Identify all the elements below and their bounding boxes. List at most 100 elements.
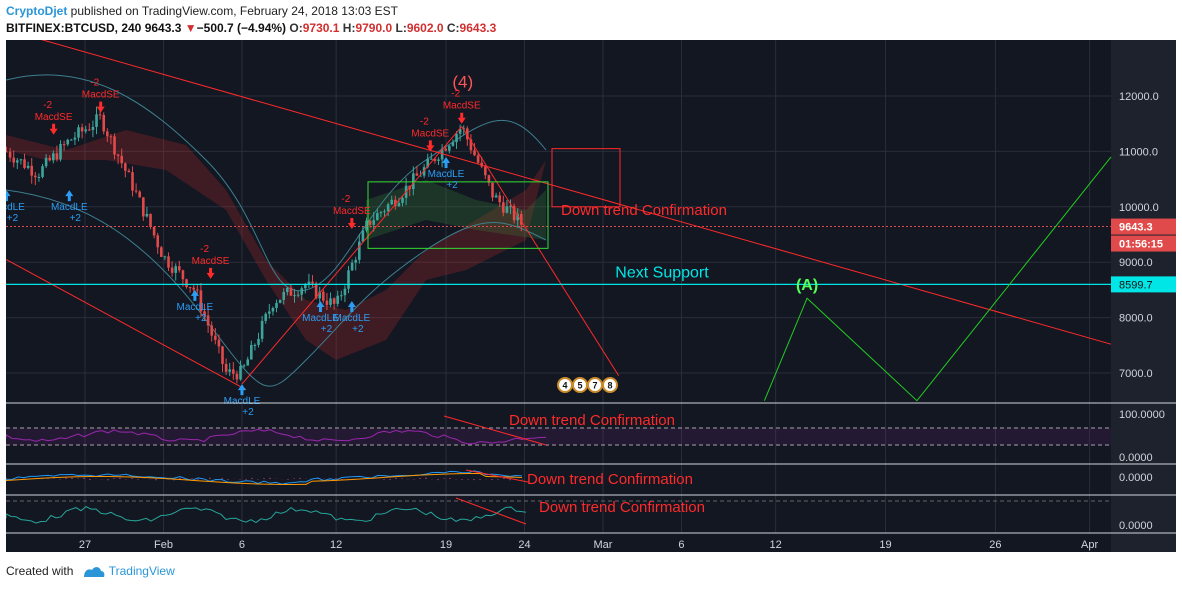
candle-body — [343, 288, 347, 296]
stoch-line — [6, 506, 527, 524]
y-tick-label: 12000.0 — [1119, 91, 1159, 103]
low-label: L: — [395, 21, 407, 35]
candle-body — [437, 159, 440, 161]
candle-body — [275, 302, 278, 308]
projection-path — [763, 156, 1112, 402]
candle-body — [149, 213, 152, 227]
candle-body — [8, 151, 12, 158]
signal-sub-label: +2 — [195, 313, 207, 324]
signal-sub-label: -2 — [451, 89, 460, 100]
short-signal-arrow-icon — [426, 140, 435, 152]
signal-label: MacdSE — [35, 112, 73, 123]
wave-line — [241, 126, 463, 385]
x-tick-label: Feb — [154, 539, 173, 551]
signal-sub-label: +2 — [352, 324, 364, 335]
candle-body — [296, 294, 300, 296]
signal-sub-label: +2 — [242, 407, 254, 418]
countdown-badge-label: 01:56:15 — [1119, 239, 1163, 251]
candle-body — [358, 241, 361, 260]
y-tick-label: 11000.0 — [1119, 146, 1158, 158]
candle-body — [138, 191, 142, 198]
candle-body — [26, 165, 30, 168]
price-chart[interactable]: Next Support (A) (4) Down trend Confirmatio… — [6, 40, 1176, 552]
event-badge-label: 7 — [592, 381, 597, 391]
candle-body — [70, 139, 73, 141]
candle-body — [199, 290, 203, 312]
candle-body — [59, 144, 62, 160]
macd-trend-line — [465, 469, 529, 483]
last-price: 9643.3 — [144, 21, 182, 35]
candle-body — [520, 214, 523, 225]
event-badge-label: 4 — [562, 381, 567, 391]
candle-body — [84, 129, 88, 132]
candle-body — [448, 145, 451, 151]
candle-body — [397, 202, 401, 207]
candle-body — [152, 226, 156, 236]
support-badge-label: 8599.7 — [1119, 279, 1153, 291]
x-tick-label: 6 — [678, 539, 684, 551]
signal-label: MacdLE — [177, 302, 214, 313]
down-trend-label-macd: Down trend Confirmation — [527, 471, 693, 488]
signal-sub-label: -2 — [90, 78, 99, 89]
x-tick-label: 24 — [518, 539, 530, 551]
candle-body — [455, 133, 458, 143]
candle-body — [458, 128, 462, 134]
signal-sub-label: -2 — [43, 100, 52, 111]
candle-body — [80, 127, 84, 132]
event-badge-label: 5 — [577, 381, 582, 391]
symbol-name: BITFINEX:BTCUSD, 240 — [6, 21, 142, 35]
author-link[interactable]: CryptoDjet — [6, 4, 68, 18]
candle-body — [246, 359, 250, 366]
candle-body — [188, 287, 192, 289]
wave-4-label: (4) — [452, 73, 473, 92]
price-badge-label: 9643.3 — [1119, 222, 1153, 234]
short-signal-arrow-icon — [347, 217, 356, 229]
candle-body — [19, 159, 23, 161]
long-signal-arrow-icon — [6, 190, 11, 202]
open-value: 9730.1 — [302, 21, 340, 35]
y-tick-label: 7000.0 — [1119, 368, 1153, 380]
signal-label: MacdSE — [82, 90, 120, 101]
candle-body — [124, 163, 127, 171]
rsi-tick-label: 0.0000 — [1119, 452, 1153, 464]
candle-body — [120, 155, 124, 164]
candle-body — [12, 157, 16, 163]
candle-body — [340, 295, 343, 297]
cloud-area-green — [366, 180, 546, 240]
candle-body — [185, 279, 188, 288]
footer: Created with TradingView — [6, 564, 175, 579]
down-trend-label-stoch: Down trend Confirmation — [539, 499, 705, 516]
chart-background — [6, 40, 1111, 552]
candle-body — [181, 270, 185, 280]
x-tick-label: 12 — [330, 539, 342, 551]
candle-body — [469, 139, 473, 151]
candle-body — [394, 199, 397, 207]
short-signal-arrow-icon — [96, 101, 105, 113]
macd-line — [6, 470, 523, 485]
candle-body — [127, 170, 131, 173]
candle-body — [494, 195, 498, 198]
down-trend-label-main: Down trend Confirmation — [561, 202, 727, 219]
candle-body — [41, 166, 44, 177]
candle-body — [232, 369, 235, 374]
candle-body — [95, 114, 98, 127]
candle-body — [271, 307, 275, 312]
candle-body — [430, 158, 433, 160]
candle-body — [239, 365, 242, 380]
candle-body — [77, 127, 80, 138]
candle-body — [516, 214, 520, 221]
tradingview-link[interactable]: TradingView — [108, 564, 175, 578]
symbol-bar: BITFINEX:BTCUSD, 240 9643.3 ▼−500.7 (−4.… — [6, 21, 496, 35]
candle-body — [484, 166, 487, 176]
event-badge — [602, 377, 618, 393]
candle-body — [37, 176, 41, 178]
stoch-tick-label: 0.0000 — [1119, 520, 1153, 532]
target-box — [551, 148, 621, 208]
candle-body — [178, 266, 181, 271]
signal-label: MacdLE — [6, 202, 25, 213]
short-signal-arrow-icon — [206, 267, 215, 279]
candle-body — [160, 247, 163, 257]
price-change: −500.7 (−4.94%) — [196, 21, 287, 35]
candle-body — [16, 160, 19, 163]
signal-sub-label: -2 — [341, 194, 350, 205]
